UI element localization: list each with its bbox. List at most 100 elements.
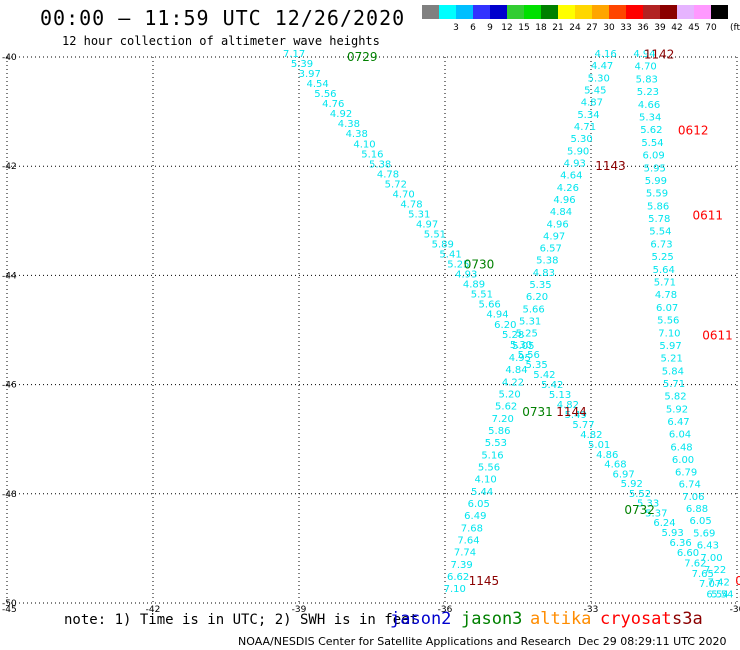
legend-swatch	[711, 5, 728, 19]
wave-height-value: 6.00	[672, 455, 694, 466]
wave-height-value: 5.35	[525, 360, 547, 371]
pass-time-label: 1142	[644, 47, 675, 61]
wave-height-value: 5.95	[644, 163, 666, 174]
wave-height-value: 4.89	[463, 280, 485, 291]
wave-height-value: 5.05	[512, 341, 534, 352]
wave-height-value: 4.82	[580, 430, 602, 441]
wave-height-value: 5.39	[291, 59, 313, 70]
wave-height-value: 5.25	[447, 260, 469, 271]
legend-label: 70	[705, 23, 717, 33]
wave-height-value: 5.90	[567, 146, 589, 157]
wave-height-value: 5.38	[369, 159, 391, 170]
wave-height-value: 7.17	[283, 49, 305, 60]
wave-height-value: 4.22	[502, 377, 524, 388]
wave-height-value: 5.86	[488, 426, 510, 437]
wave-height-value: 6.79	[675, 467, 697, 478]
wave-height-value: 5.52	[629, 489, 651, 500]
wave-height-value: 5.13	[549, 390, 571, 401]
wave-height-value: 5.25	[516, 329, 538, 340]
lon-tick-label: -33	[584, 605, 599, 615]
wave-height-value: 5.62	[640, 125, 662, 136]
wave-height-value: 4.38	[338, 119, 360, 130]
wave-height-value: 4.92	[330, 109, 352, 120]
wave-height-value: 4.66	[638, 100, 660, 111]
pass-time-label: 0611	[693, 208, 724, 222]
wave-height-value: 5.92	[666, 404, 688, 415]
wave-height-value: 5.54	[711, 590, 733, 601]
wave-height-value: 5.31	[408, 209, 430, 220]
wave-height-value: 5.30	[510, 340, 532, 351]
legend-swatch	[456, 5, 473, 19]
wave-height-value: 4.47	[591, 61, 613, 72]
wave-height-value: 4.87	[581, 98, 603, 109]
wave-height-value: 6.09	[642, 151, 664, 162]
wave-height-value: 5.66	[522, 304, 544, 315]
wave-height-value: 4.94	[633, 49, 655, 60]
wave-height-value: 4.38	[346, 129, 368, 140]
wave-height-value: 4.97	[416, 219, 438, 230]
credit-line: NOAA/NESDIS Center for Satellite Applica…	[238, 635, 572, 648]
wave-height-value: 5.92	[621, 479, 643, 490]
wave-height-value: 5.56	[478, 462, 500, 473]
wave-height-value: 5.34	[639, 112, 661, 123]
wave-height-value: 7.42	[708, 577, 730, 588]
wave-height-value: 4.64	[560, 171, 582, 182]
wave-height-value: 5.82	[664, 392, 686, 403]
lon-tick-label: -30	[730, 605, 740, 615]
wave-height-value: 6.74	[679, 480, 701, 491]
wave-height-value: 5.30	[570, 134, 592, 145]
legend-label: 18	[535, 23, 547, 33]
wave-height-value: 5.62	[495, 402, 517, 413]
lat-tick-label: -46	[2, 381, 17, 391]
satellite-jason2: jason2	[390, 609, 452, 629]
wave-height-value: 6.05	[468, 499, 490, 510]
wave-height-value: 5.20	[498, 390, 520, 401]
wave-height-value: 5.49	[565, 410, 587, 421]
wave-height-value: 5.42	[533, 370, 555, 381]
legend-label: 12	[501, 23, 513, 33]
wave-height-value: 5.23	[637, 87, 659, 98]
wave-height-value: 5.99	[645, 176, 667, 187]
lat-tick-label: -42	[2, 162, 17, 172]
wave-height-value: 6.36	[669, 538, 691, 549]
legend-label: 45	[688, 23, 700, 33]
wave-height-value: 4.96	[546, 219, 568, 230]
wave-height-value: 5.53	[485, 438, 507, 449]
legend-swatch	[643, 5, 660, 19]
wave-height-value: 4.93	[455, 270, 477, 281]
wave-height-value: 6.73	[650, 239, 672, 250]
wave-height-value: 7.64	[457, 535, 479, 546]
wave-height-value: 6.07	[656, 303, 678, 314]
lon-tick-label: -45	[2, 605, 17, 615]
wave-height-value: 7.65	[692, 569, 714, 580]
legend-label: 42	[671, 23, 683, 33]
legend-label: 9	[487, 23, 493, 33]
wave-height-value: 6.20	[526, 292, 548, 303]
wave-height-value: 6.97	[612, 469, 634, 480]
wave-height-value: 6.43	[697, 541, 719, 552]
wave-height-value: 5.56	[657, 316, 679, 327]
wave-height-value: 5.34	[577, 110, 599, 121]
wave-height-value: 7.74	[454, 548, 476, 559]
wave-height-value: 5.83	[636, 74, 658, 85]
wave-height-value: 5.35	[529, 280, 551, 291]
wave-height-value: 7.39	[450, 560, 472, 571]
wave-height-value: 6.60	[677, 548, 699, 559]
wave-height-value: 4.54	[306, 79, 328, 90]
wave-height-value: 5.84	[662, 366, 684, 377]
wave-height-value: 5.77	[572, 420, 594, 431]
pass-time-label: 1145	[469, 574, 500, 588]
legend-swatch	[422, 5, 439, 19]
legend-swatch	[558, 5, 575, 19]
wave-height-value: 5.59	[646, 189, 668, 200]
legend-swatch	[490, 5, 507, 19]
wave-height-value: 5.86	[647, 201, 669, 212]
page-subtitle: 12 hour collection of altimeter wave hei…	[62, 34, 380, 48]
wave-height-value: 7.68	[461, 523, 483, 534]
wave-height-value: 5.56	[518, 350, 540, 361]
legend-swatch	[694, 5, 711, 19]
pass-time-label: 0611	[702, 328, 733, 342]
wave-height-value: 5.56	[314, 89, 336, 100]
